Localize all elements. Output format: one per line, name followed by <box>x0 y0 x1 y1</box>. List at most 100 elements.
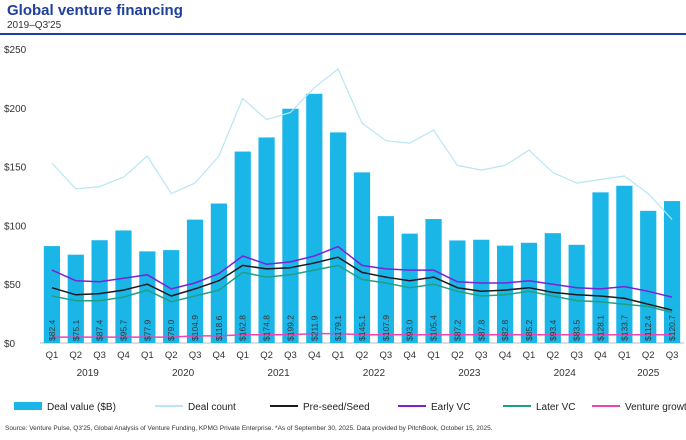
bar-value-label: $107.9 <box>381 315 391 341</box>
deal-value-bar <box>43 246 61 343</box>
chart-subtitle: 2019–Q3'25 <box>7 20 62 31</box>
bar-value-label: $112.4 <box>643 315 653 341</box>
x-tick-label: Q1 <box>141 350 154 361</box>
y-tick-label: $200 <box>4 104 27 115</box>
deal-value-bar <box>330 132 347 343</box>
bar-value-label: $199.2 <box>285 315 295 341</box>
x-tick-label: Q2 <box>356 350 369 361</box>
bar-value-label: $87.8 <box>476 319 486 341</box>
x-tick-label: Q2 <box>546 350 559 361</box>
y-tick-label: $250 <box>4 45 27 56</box>
x-tick-label: Q3 <box>666 350 679 361</box>
x-tick-label: Q4 <box>499 350 512 361</box>
x-tick-label: Q1 <box>46 350 59 361</box>
x-tick-label: Q3 <box>284 350 297 361</box>
venture-growth-line <box>51 332 673 338</box>
x-tick-label: Q2 <box>260 350 273 361</box>
deal-value-bar <box>544 233 561 343</box>
bar-value-label: $93.4 <box>548 319 558 341</box>
deal-value-bar <box>353 172 371 343</box>
deal-value-bar <box>663 201 681 343</box>
legend-label-early-vc: Early VC <box>431 402 470 413</box>
legend-label-venture-growth: Venture growth <box>625 402 686 413</box>
venture-financing-chart: $0 $50 $100 $150 $200 $250 $82.4 $75.1 $87.4 $95.… <box>4 45 686 413</box>
bar-value-label: $87.4 <box>95 319 105 341</box>
bar-value-label: $85.2 <box>524 319 534 341</box>
deal-value-bar <box>139 251 156 343</box>
x-tick-label: Q4 <box>403 350 416 361</box>
year-label: 2022 <box>363 368 386 379</box>
y-tick-label: $100 <box>4 221 27 232</box>
x-tick-label: Q4 <box>213 350 226 361</box>
early-vc-line <box>51 245 673 298</box>
source-footnote: Source: Venture Pulse, Q3'25, Global Ana… <box>5 425 493 432</box>
x-tick-label: Q3 <box>570 350 583 361</box>
bar-value-label: $87.2 <box>452 319 462 341</box>
bar-value-label: $83.5 <box>572 319 582 341</box>
deal-value-bar <box>258 137 275 343</box>
bar-value-label: $104.9 <box>190 315 200 341</box>
deal-value-bar <box>377 216 394 343</box>
x-tick-label: Q2 <box>165 350 178 361</box>
bar-value-label: $79.0 <box>166 319 176 341</box>
x-tick-label: Q4 <box>308 350 321 361</box>
x-tick-label: Q3 <box>93 350 106 361</box>
x-tick-label: Q1 <box>523 350 536 361</box>
x-tick-label: Q1 <box>236 350 249 361</box>
y-tick-label: $150 <box>4 163 27 174</box>
bar-value-label: $162.8 <box>238 315 248 341</box>
x-tick-label: Q2 <box>642 350 655 361</box>
bar-value-label: $82.4 <box>47 319 57 341</box>
year-label: 2025 <box>637 368 660 379</box>
x-tick-label: Q3 <box>475 350 488 361</box>
year-label: 2020 <box>172 368 195 379</box>
x-tick-label: Q4 <box>117 350 130 361</box>
legend-swatch-deal-value-b <box>14 402 42 410</box>
x-tick-label: Q2 <box>69 350 82 361</box>
bar-value-label: $118.6 <box>214 315 224 341</box>
x-tick-label: Q3 <box>189 350 202 361</box>
bar-value-label: $133.7 <box>619 315 629 341</box>
x-tick-label: Q3 <box>380 350 393 361</box>
bar-value-label: $95.7 <box>118 319 128 341</box>
year-label: 2021 <box>267 368 290 379</box>
bar-value-label: $179.1 <box>333 315 343 341</box>
bar-value-label: $174.8 <box>262 315 272 341</box>
deal-value-bar <box>91 240 108 343</box>
chart-title: Global venture financing <box>7 2 183 19</box>
bar-value-label: $128.1 <box>596 315 606 341</box>
legend-label-deal-count: Deal count <box>188 402 236 413</box>
deal-count-line <box>51 68 673 220</box>
bar-value-label: $93.0 <box>405 319 415 341</box>
x-tick-label: Q4 <box>594 350 607 361</box>
deal-value-bar <box>186 219 204 343</box>
x-tick-label: Q2 <box>451 350 464 361</box>
legend-label-pre-seed-seed: Pre-seed/Seed <box>303 402 370 413</box>
bar-value-label: $77.9 <box>142 319 152 341</box>
deal-value-bar <box>425 219 442 343</box>
legend-label-deal-value-b: Deal value ($B) <box>47 402 116 413</box>
x-tick-label: Q1 <box>618 350 631 361</box>
bar-value-label: $145.1 <box>357 315 367 341</box>
deal-value-bar <box>115 230 132 343</box>
year-label: 2024 <box>554 368 577 379</box>
pre-seed-seed-line <box>51 256 673 311</box>
title-rule <box>0 33 686 35</box>
y-tick-label: $0 <box>4 339 16 350</box>
y-tick-label: $50 <box>4 280 21 291</box>
legend-label-later-vc: Later VC <box>536 402 575 413</box>
deal-value-bar <box>306 93 323 343</box>
deal-value-bar <box>234 151 251 343</box>
deal-value-bar <box>640 210 657 343</box>
x-tick-label: Q1 <box>427 350 440 361</box>
deal-value-bar <box>592 192 609 343</box>
deal-value-bar <box>568 244 585 343</box>
bar-value-label: $211.9 <box>309 315 319 341</box>
later-vc-line <box>51 264 673 314</box>
year-label: 2019 <box>77 368 100 379</box>
bar-value-label: $120.7 <box>667 315 677 341</box>
x-tick-label: Q1 <box>332 350 345 361</box>
deal-value-bar <box>67 254 84 343</box>
bar-value-label: $82.8 <box>500 319 510 341</box>
bar-value-label: $75.1 <box>71 319 81 341</box>
